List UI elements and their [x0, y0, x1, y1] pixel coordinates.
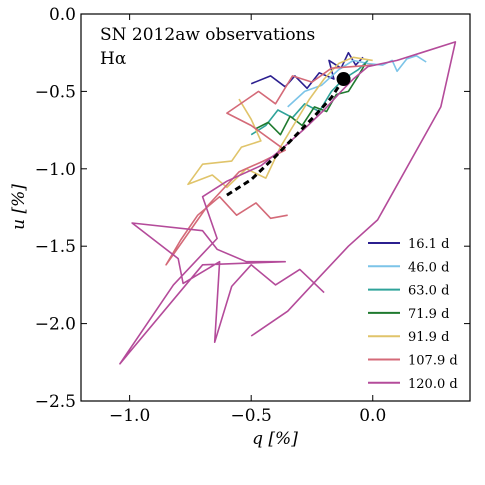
legend-label: 16.1 d: [408, 237, 449, 252]
legend-label: 71.9 d: [408, 307, 449, 322]
marker-point: [336, 72, 351, 87]
y-tick-label: 0.0: [49, 5, 76, 25]
y-tick-label: −1.0: [35, 160, 76, 180]
chart-subtitle: Hα: [100, 49, 127, 69]
y-tick-label: −2.0: [35, 315, 76, 335]
series-line: [119, 41, 457, 365]
y-tick-label: −1.5: [35, 237, 76, 257]
legend-label: 107.9 d: [408, 354, 458, 369]
legend-label: 63.0 d: [408, 284, 449, 299]
y-tick-label: −2.5: [35, 392, 76, 412]
plot-frame: [80, 13, 471, 402]
legend: 16.1 d 46.0 d 63.0 d 71.9 d 91.9 d 107.9 d 120…: [368, 237, 458, 392]
axis-ticks: −1.0 −0.5 0.0 0.0 −0.5 −1.0 −1.5 −2.0 −2.5: [35, 5, 470, 426]
y-axis-label: u [%]: [9, 184, 29, 230]
x-tick-label: −1.0: [109, 406, 150, 426]
x-tick-label: 0.0: [359, 406, 386, 426]
x-tick-label: −0.5: [231, 406, 272, 426]
x-axis-label: q [%]: [252, 429, 298, 449]
legend-label: 46.0 d: [408, 260, 449, 275]
series-line: [250, 59, 369, 136]
fit-line: [226, 78, 345, 197]
series-line: [165, 64, 373, 266]
series-line: [187, 56, 373, 189]
chart-title: SN 2012aw observations: [100, 25, 315, 45]
y-tick-label: −0.5: [35, 82, 76, 102]
legend-label: 91.9 d: [408, 330, 449, 345]
series-layer: [119, 41, 457, 365]
legend-label: 120.0 d: [408, 377, 458, 392]
series-line: [255, 63, 367, 136]
